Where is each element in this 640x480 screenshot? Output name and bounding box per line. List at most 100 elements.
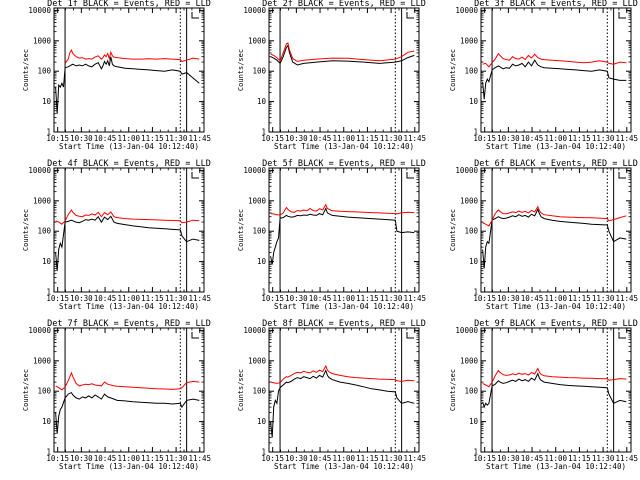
y-tick-label: 10 (257, 417, 267, 426)
series-line (482, 205, 627, 227)
y-tick-label: 10 (257, 97, 267, 106)
x-tick-label: 10:45 (94, 134, 117, 143)
y-axis-label: Counts/sec (237, 209, 245, 251)
chart-panel: Det_2f BLACK = Events, RED = LLD 1 10 100 10… (237, 0, 426, 151)
x-tick-label: 10:45 (521, 454, 544, 463)
y-tick-label: 1000 (248, 196, 267, 205)
x-tick-label: 10:15 (473, 454, 496, 463)
x-tick-label: 11:00 (544, 134, 567, 143)
x-tick-label: 11:45 (189, 134, 212, 143)
x-tick-label: 10:45 (309, 294, 332, 303)
y-tick-label: 10 (469, 257, 479, 266)
y-tick-label: 1 (46, 128, 51, 137)
series-line (270, 207, 415, 265)
panel-title: Det_1f BLACK = Events, RED = LLD (47, 0, 211, 9)
series-line (55, 56, 200, 114)
corner-bracket-icon (406, 12, 414, 19)
x-axis-label: Start Time (13-Jan-04 10:12:40) (59, 302, 199, 311)
series-line (270, 369, 415, 438)
x-tick-label: 11:00 (332, 294, 355, 303)
x-tick-label: 11:30 (380, 134, 403, 143)
series-line (270, 364, 415, 384)
panel-title: Det_3f BLACK = Events, RED = LLD (474, 0, 638, 9)
x-tick-label: 10:30 (285, 454, 308, 463)
x-tick-label: 11:30 (165, 134, 188, 143)
x-tick-label: 11:30 (165, 454, 188, 463)
chart-panel: Det_9f BLACK = Events, RED = LLD 1 10 100 10… (449, 319, 638, 471)
y-tick-label: 100 (37, 67, 51, 76)
chart-panel: Det_5f BLACK = Events, RED = LLD 1 10 100 10… (237, 159, 426, 311)
y-tick-label: 100 (37, 387, 51, 396)
x-tick-label: 11:00 (332, 134, 355, 143)
plot-frame (268, 7, 420, 133)
series-line (270, 42, 415, 62)
y-tick-label: 10000 (455, 166, 478, 175)
chart-panel: Det_4f BLACK = Events, RED = LLD 1 10 100 10… (22, 159, 211, 311)
y-tick-label: 10000 (28, 166, 51, 175)
y-tick-label: 100 (464, 227, 478, 236)
x-tick-label: 11:45 (404, 134, 427, 143)
x-tick-label: 11:00 (117, 294, 140, 303)
y-axis-label: Counts/sec (22, 49, 30, 91)
x-tick-label: 11:30 (592, 454, 615, 463)
x-tick-label: 10:30 (70, 134, 93, 143)
y-tick-label: 1000 (460, 36, 479, 45)
y-tick-label: 1000 (33, 36, 52, 45)
x-tick-label: 10:15 (261, 134, 284, 143)
x-tick-label: 11:00 (117, 134, 140, 143)
x-tick-label: 11:15 (568, 134, 591, 143)
y-axis-label: Counts/sec (22, 369, 30, 411)
y-tick-label: 100 (252, 387, 266, 396)
x-tick-label: 10:45 (94, 294, 117, 303)
chart-panel: Det_8f BLACK = Events, RED = LLD 1 10 100 10… (237, 319, 426, 471)
plot-frame (480, 327, 632, 453)
y-tick-label: 1000 (460, 196, 479, 205)
y-tick-label: 1000 (248, 36, 267, 45)
y-tick-label: 1000 (460, 356, 479, 365)
x-tick-label: 11:00 (544, 454, 567, 463)
y-tick-label: 10 (257, 257, 267, 266)
corner-bracket-icon (191, 12, 199, 19)
series-line (55, 371, 200, 391)
x-tick-label: 11:45 (616, 294, 639, 303)
y-axis-label: Counts/sec (22, 209, 30, 251)
x-tick-label: 10:15 (473, 294, 496, 303)
y-tick-label: 100 (252, 227, 266, 236)
y-tick-label: 1 (261, 288, 266, 297)
y-tick-label: 1 (473, 128, 478, 137)
x-tick-label: 11:30 (592, 134, 615, 143)
y-axis-label: Counts/sec (449, 49, 457, 91)
y-tick-label: 10 (42, 97, 52, 106)
x-axis-label: Start Time (13-Jan-04 10:12:40) (486, 302, 626, 311)
x-tick-label: 10:30 (497, 134, 520, 143)
x-tick-label: 10:45 (94, 454, 117, 463)
x-axis-label: Start Time (13-Jan-04 10:12:40) (486, 462, 626, 471)
corner-bracket-icon (191, 332, 199, 339)
corner-bracket-icon (618, 172, 626, 179)
x-tick-label: 10:15 (46, 454, 69, 463)
plot-frame (268, 327, 420, 453)
corner-bracket-icon (618, 332, 626, 339)
x-tick-label: 10:15 (46, 294, 69, 303)
x-tick-label: 11:45 (189, 294, 212, 303)
corner-bracket-icon (618, 12, 626, 19)
y-tick-label: 10 (42, 257, 52, 266)
y-tick-label: 100 (464, 387, 478, 396)
series-line (270, 44, 415, 66)
panel-title: Det_8f BLACK = Events, RED = LLD (262, 319, 426, 329)
series-line (55, 215, 200, 271)
series-line (64, 48, 200, 64)
y-tick-label: 1 (261, 128, 266, 137)
x-tick-label: 10:30 (497, 454, 520, 463)
x-tick-label: 10:30 (285, 294, 308, 303)
corner-bracket-icon (406, 332, 414, 339)
x-tick-label: 11:45 (616, 134, 639, 143)
y-axis-label: Counts/sec (237, 369, 245, 411)
x-tick-label: 11:00 (544, 294, 567, 303)
x-tick-label: 10:30 (497, 294, 520, 303)
x-tick-label: 10:15 (261, 294, 284, 303)
x-tick-label: 10:15 (473, 134, 496, 143)
y-tick-label: 10000 (455, 326, 478, 335)
series-line (482, 59, 627, 100)
series-line (482, 372, 627, 409)
